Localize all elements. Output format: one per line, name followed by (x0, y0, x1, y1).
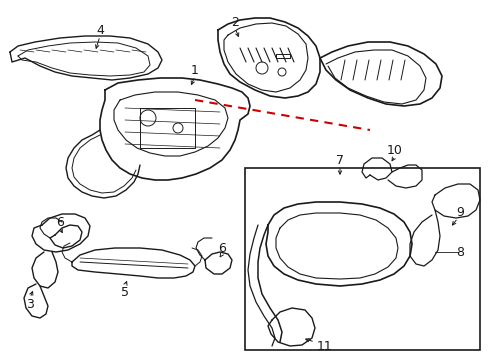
Text: 6: 6 (218, 242, 225, 255)
Text: 7: 7 (335, 153, 343, 166)
Text: 10: 10 (386, 144, 402, 157)
Text: 6: 6 (56, 216, 64, 229)
Text: 8: 8 (455, 246, 463, 258)
Text: 5: 5 (121, 285, 129, 298)
Text: 2: 2 (231, 15, 239, 28)
Text: 3: 3 (26, 297, 34, 310)
Text: 1: 1 (191, 63, 199, 77)
Text: 9: 9 (455, 206, 463, 219)
Bar (244, 168, 479, 350)
Text: 4: 4 (96, 23, 104, 36)
Text: 11: 11 (317, 339, 332, 352)
